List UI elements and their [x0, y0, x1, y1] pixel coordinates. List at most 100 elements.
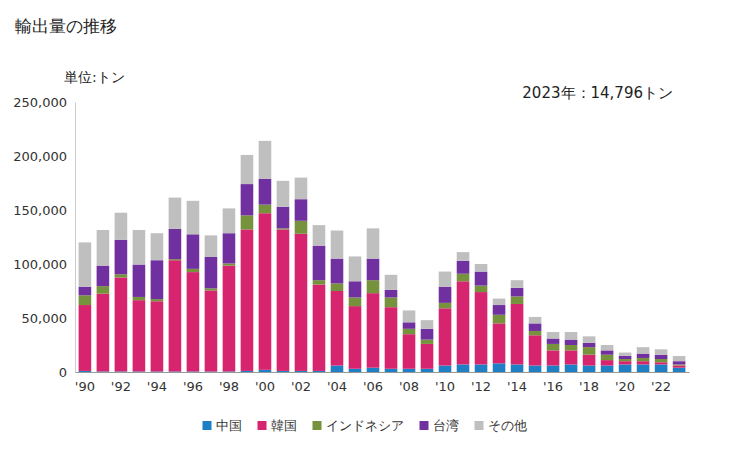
bar	[475, 272, 488, 286]
bar	[295, 371, 308, 372]
legend-swatch	[475, 421, 484, 430]
bar	[295, 221, 308, 234]
bar	[637, 358, 650, 361]
bar	[655, 359, 668, 362]
bar	[169, 259, 182, 260]
bar	[583, 366, 596, 372]
bar	[169, 229, 182, 259]
bar	[511, 364, 524, 372]
bar	[187, 272, 200, 371]
bar	[547, 332, 560, 338]
bar	[457, 274, 470, 282]
bar	[241, 184, 254, 215]
title: 輸出量の推移	[15, 16, 117, 36]
legend-swatch	[420, 421, 429, 430]
y-tick: 250,000	[13, 95, 75, 110]
bar	[601, 355, 614, 360]
bar	[133, 265, 146, 297]
bar	[421, 369, 434, 372]
unit-label: 単位:トン	[64, 69, 125, 85]
bar	[331, 291, 344, 366]
bar	[241, 155, 254, 184]
x-tick-label: '02	[291, 379, 311, 394]
bar	[97, 266, 110, 287]
bar	[475, 264, 488, 272]
x-tick-label: '22	[651, 379, 671, 394]
y-tick: 0	[59, 365, 75, 380]
x-tick: '06	[363, 372, 383, 394]
bar	[637, 361, 650, 364]
legend-swatch	[203, 421, 212, 430]
legend-swatch	[313, 421, 322, 430]
x-tick: '10	[435, 372, 455, 394]
bar	[385, 307, 398, 369]
legend-item: その他	[475, 418, 527, 433]
legend-item: インドネシア	[313, 418, 404, 433]
bar	[313, 280, 326, 284]
x-tick: '20	[615, 372, 635, 394]
bar	[169, 198, 182, 229]
x-tick: '02	[291, 372, 311, 394]
bar	[457, 261, 470, 274]
bar	[277, 181, 290, 207]
x-tick: '12	[471, 372, 491, 394]
bar	[475, 364, 488, 372]
bar	[349, 306, 362, 369]
legend-item: 台湾	[420, 418, 459, 433]
bar	[97, 294, 110, 372]
legend-label: インドネシア	[326, 418, 404, 433]
y-tick-label: 200,000	[13, 149, 67, 164]
series	[79, 141, 686, 361]
x-tick: '92	[111, 372, 131, 394]
y-axis-line	[75, 103, 76, 373]
bar	[79, 371, 92, 372]
bar	[79, 305, 92, 371]
legend-label: 韓国	[271, 418, 297, 433]
y-tick-label: 100,000	[13, 257, 67, 272]
bar	[529, 323, 542, 331]
bar	[331, 259, 344, 284]
x-tick: '14	[507, 372, 527, 394]
bar	[241, 215, 254, 229]
bar	[439, 303, 452, 308]
bar	[493, 363, 506, 372]
bar	[403, 369, 416, 372]
bar	[511, 304, 524, 364]
bar	[439, 366, 452, 372]
x-tick-label: '94	[147, 379, 167, 394]
bar	[349, 256, 362, 281]
legend-item: 中国	[203, 418, 242, 433]
bar	[205, 288, 218, 290]
bar	[277, 229, 290, 370]
bar	[511, 296, 524, 304]
bar	[619, 353, 632, 356]
bar	[115, 240, 128, 275]
bar	[601, 345, 614, 350]
bar	[403, 310, 416, 322]
bar	[151, 301, 164, 371]
legend-item: 韓国	[258, 418, 297, 433]
bar	[313, 371, 326, 372]
bar	[115, 213, 128, 240]
bar	[295, 178, 308, 200]
bar	[115, 278, 128, 372]
bar	[547, 344, 560, 350]
bar	[79, 295, 92, 305]
y-axis: 050,000100,000150,000200,000250,000	[13, 95, 75, 380]
x-tick: '96	[183, 372, 203, 394]
bar	[277, 371, 290, 372]
bar	[97, 286, 110, 294]
bar	[493, 299, 506, 305]
bar	[223, 263, 236, 265]
y-tick-label: 150,000	[13, 203, 67, 218]
bar	[349, 281, 362, 297]
bar	[403, 334, 416, 369]
bar	[367, 228, 380, 258]
x-tick: '16	[543, 372, 563, 394]
bar	[637, 364, 650, 372]
bar	[439, 287, 452, 303]
bar	[385, 290, 398, 298]
bar	[331, 283, 344, 291]
chart: 輸出量の推移単位:トン2023年：14,796トン050,000100,0001…	[0, 0, 729, 450]
bar	[421, 329, 434, 340]
